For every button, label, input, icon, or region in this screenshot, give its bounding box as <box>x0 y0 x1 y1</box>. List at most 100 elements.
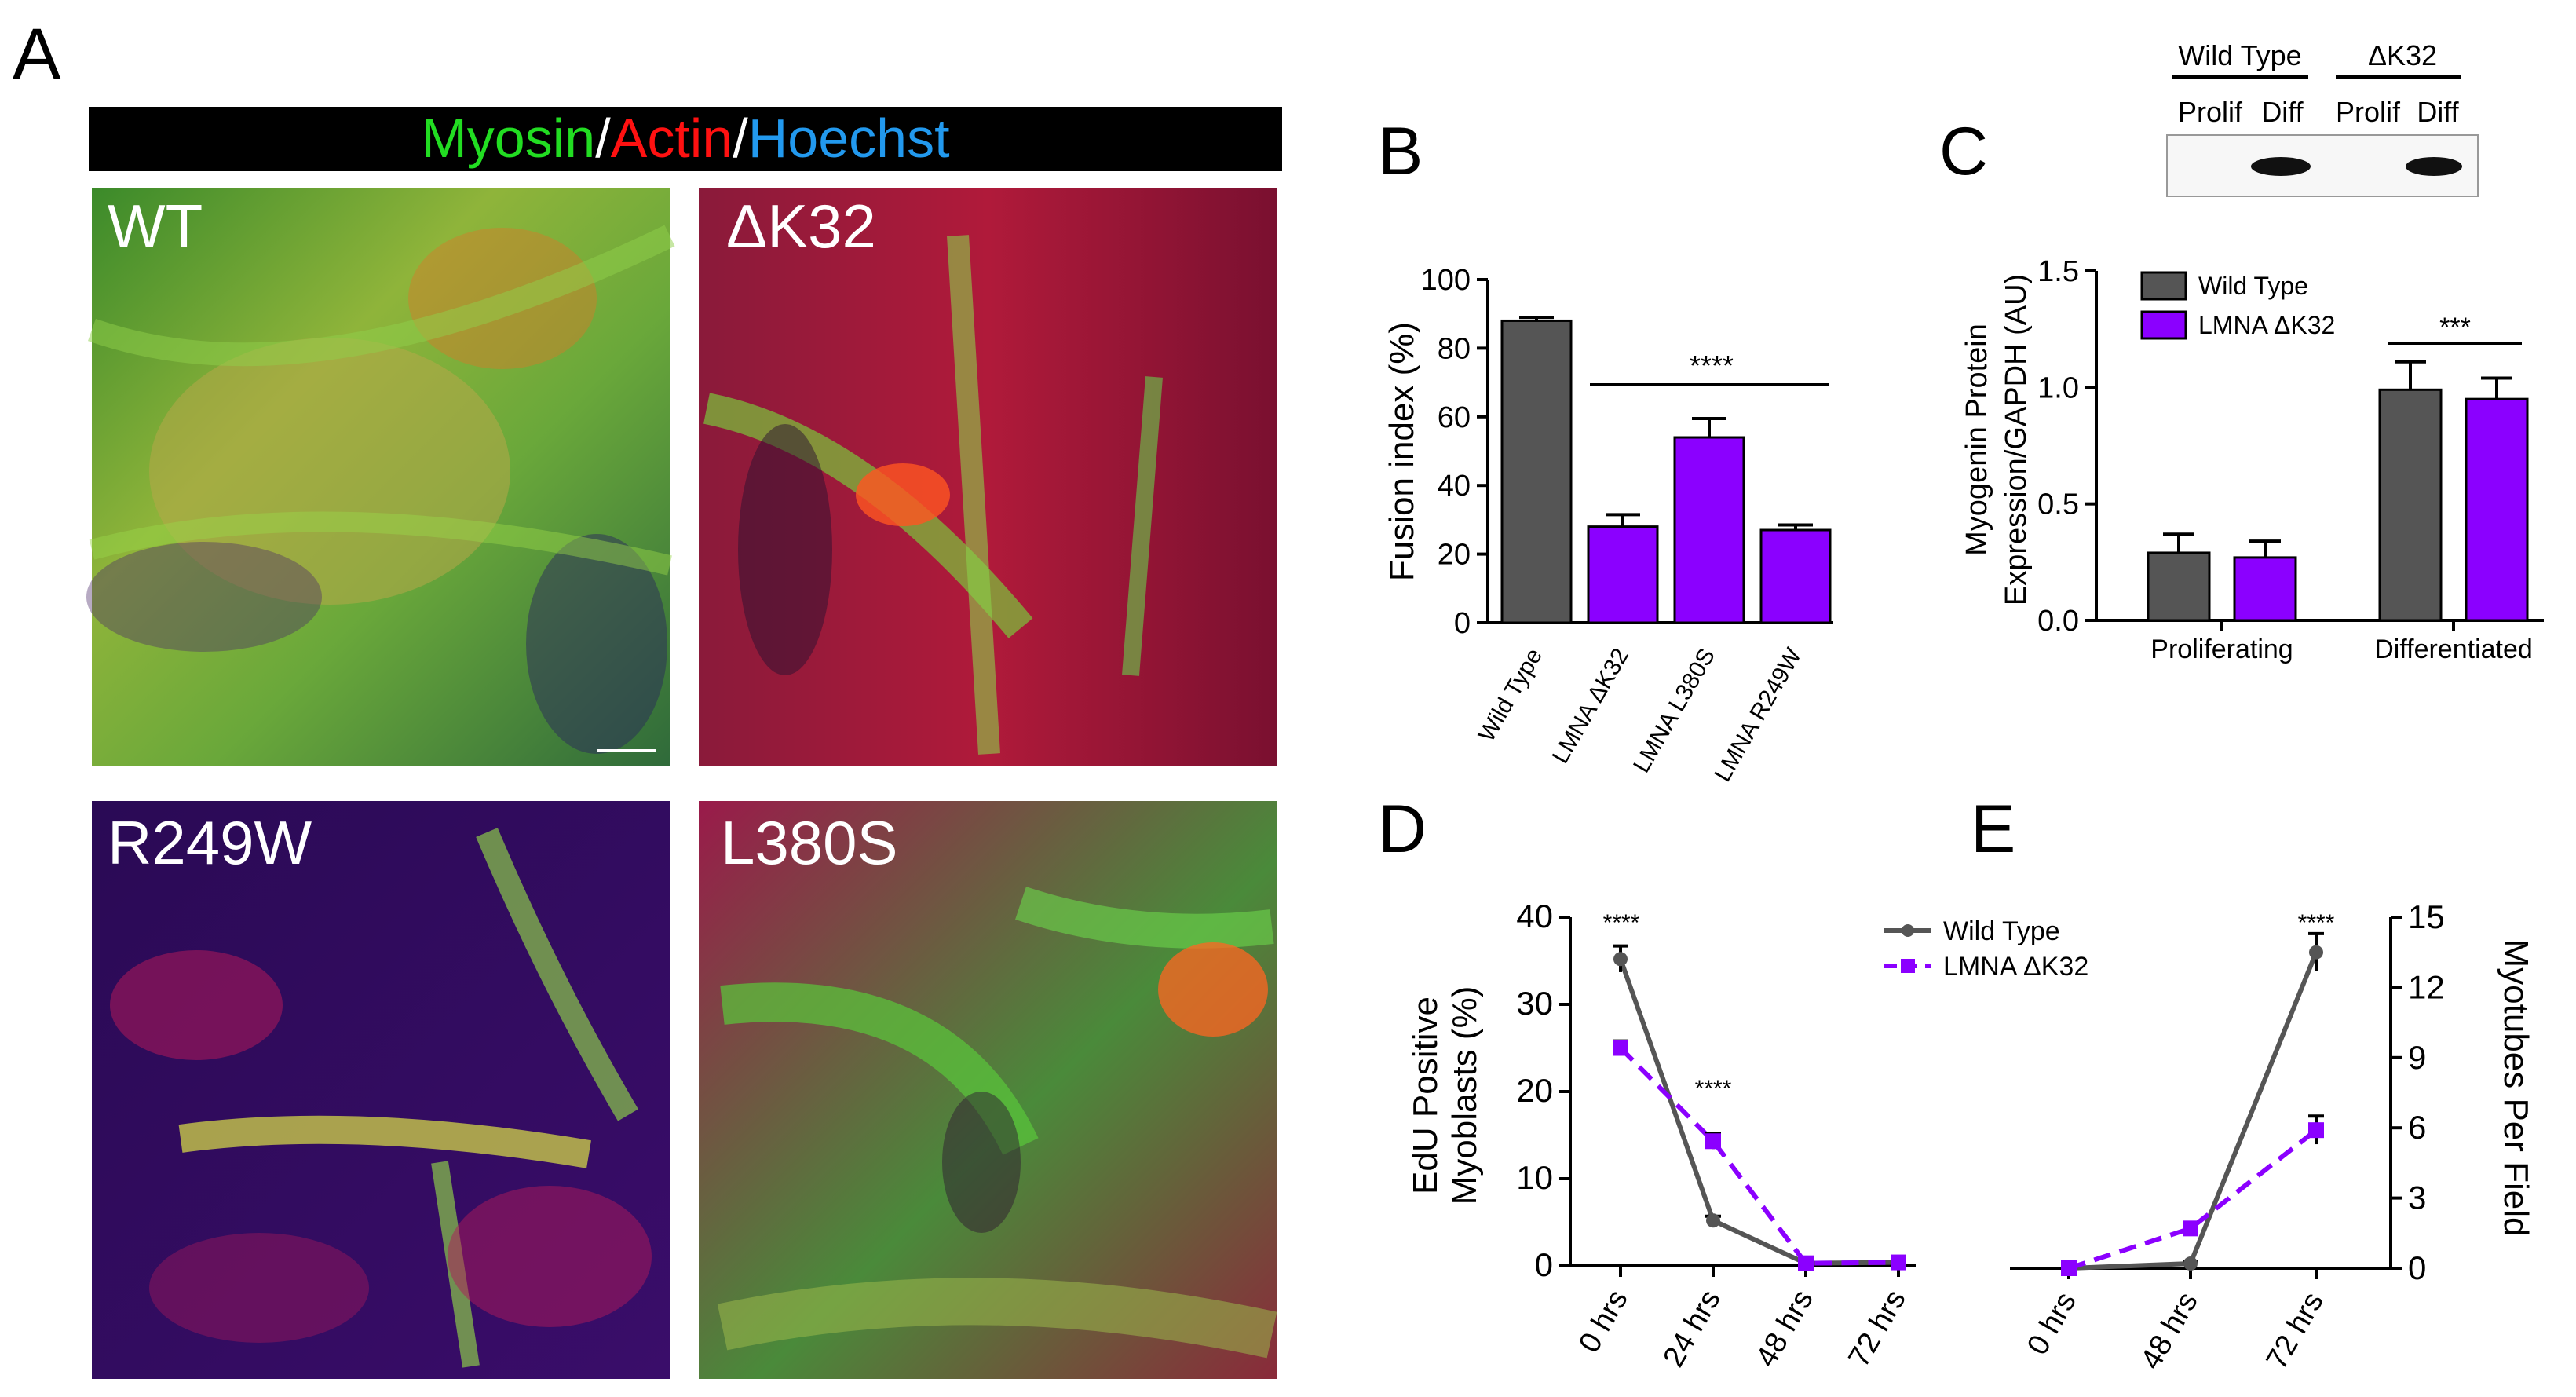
chart-c: 0.0 0.5 1.0 1.5 Proliferating Differentiated W… <box>1960 255 2544 664</box>
d-point-1-0 <box>1613 1040 1628 1056</box>
d-point-1-1 <box>1705 1133 1721 1150</box>
c-bar-0-0 <box>2147 551 2211 622</box>
blot-band-wt-diff <box>2251 157 2311 176</box>
e-point-0-2 <box>2309 945 2323 960</box>
c-bar-0-1 <box>2233 556 2297 622</box>
b-y-tick-label: 100 <box>1421 264 1471 297</box>
d-annotation-1: **** <box>1695 1076 1732 1102</box>
c-legend-swatch-0 <box>2140 271 2187 301</box>
panel-letter-b: B <box>1378 114 1423 189</box>
micrograph-dk32 <box>699 188 1277 766</box>
b-y-tick-label: 0 <box>1454 607 1471 640</box>
b-y-tick-label: 80 <box>1438 332 1471 365</box>
b-x-tick-label-3: LMNA R249W <box>1709 643 1807 786</box>
d-annotation-0: **** <box>1603 910 1640 936</box>
d-y-axis-label-1: EdU Positive <box>1406 997 1445 1194</box>
chart-d: 0 10 20 30 40 0 hrs 24 hrs 48 hrs 72 hrs Wild Typ… <box>1406 898 2088 1373</box>
e-series-line-1 <box>2068 1128 2318 1271</box>
b-y-tick-label: 40 <box>1438 470 1471 503</box>
c-x-tick-label-1: Differentiated <box>2374 635 2533 664</box>
micrograph-wt <box>86 188 675 766</box>
header-actin: Actin <box>611 108 733 169</box>
blot-group-label-k32: ΔK32 <box>2368 39 2437 71</box>
e-y-tick-label: 3 <box>2408 1179 2426 1216</box>
b-x-tick-label-0: Wild Type <box>1474 644 1547 746</box>
micrograph-label-wt: WT <box>108 192 203 261</box>
d-legend-marker-1 <box>1901 959 1915 973</box>
c-legend-label-0: Wild Type <box>2198 272 2308 300</box>
e-point-0-1 <box>2183 1256 2198 1271</box>
d-x-tick-label-3: 72 hrs <box>1843 1285 1913 1373</box>
d-y-tick-label: 0 <box>1535 1246 1553 1283</box>
e-y-axis-label: Myotubes Per Field <box>2497 938 2535 1236</box>
e-y-tick-label: 9 <box>2408 1039 2426 1076</box>
d-y-tick-label: 10 <box>1516 1159 1553 1196</box>
d-series-line-0 <box>1618 958 1899 1266</box>
header-slash-2: / <box>733 108 748 169</box>
micrograph-label-dk32: ΔK32 <box>726 192 876 261</box>
b-bar-2 <box>1673 436 1745 624</box>
d-legend-marker-0 <box>1902 924 1914 937</box>
panel-letter-e: E <box>1971 792 2015 867</box>
b-y-tick-label: 20 <box>1438 539 1471 572</box>
blot-lane-3: Prolif <box>2336 96 2401 128</box>
d-point-1-2 <box>1798 1255 1814 1271</box>
chart-e: 0 3 6 9 12 15 0 hrs 48 hrs 72 hrs Myotubes Per Fi… <box>2010 898 2535 1375</box>
panel-letter-d: D <box>1378 792 1427 867</box>
e-x-tick-label-0: 0 hrs <box>2021 1287 2083 1361</box>
c-y-tick-label: 0.0 <box>2037 605 2079 638</box>
e-annotation-0: **** <box>2298 910 2335 936</box>
d-y-tick-label: 20 <box>1516 1072 1553 1109</box>
c-significance-label: *** <box>2439 313 2471 342</box>
c-y-axis-label-1: Myogenin Protein <box>1960 324 1993 556</box>
micrograph-r249w <box>92 801 670 1379</box>
c-legend-label-1: LMNA ΔK32 <box>2198 311 2335 339</box>
c-y-tick-label: 0.5 <box>2037 488 2079 521</box>
header-slash-1: / <box>595 108 611 169</box>
c-y-tick-label: 1.5 <box>2037 255 2079 288</box>
panel-a-header: Myosin/Actin/Hoechst <box>421 108 949 169</box>
micrograph-label-r249w: R249W <box>108 808 312 877</box>
blot-lane-2: Diff <box>2261 96 2304 128</box>
d-point-0-1 <box>1706 1213 1720 1228</box>
e-y-tick-label: 0 <box>2408 1249 2426 1286</box>
c-y-axis-label-2: Expression/GAPDH (AU) <box>2000 274 2033 605</box>
d-legend-label-0: Wild Type <box>1943 916 2060 946</box>
e-point-1-1 <box>2183 1220 2198 1237</box>
e-y-tick-label: 12 <box>2408 968 2445 1005</box>
blot-group-label-wt: Wild Type <box>2178 39 2301 71</box>
d-y-tick-label: 40 <box>1516 898 1553 934</box>
d-legend-label-1: LMNA ΔK32 <box>1943 952 2088 982</box>
c-bar-1-0 <box>2378 388 2443 622</box>
b-bar-0 <box>1500 319 1573 624</box>
b-y-axis-label: Fusion index (%) <box>1383 322 1421 581</box>
d-series-line-1 <box>1618 1046 1899 1266</box>
e-x-tick-label-1: 48 hrs <box>2135 1287 2205 1375</box>
western-blot: Wild Type ΔK32 Prolif Diff Prolif Diff <box>2166 39 2479 197</box>
c-bar-1-1 <box>2465 397 2529 622</box>
d-point-0-0 <box>1613 952 1628 967</box>
e-point-1-2 <box>2308 1122 2324 1139</box>
d-point-1-3 <box>1891 1254 1906 1271</box>
d-x-tick-label-0: 0 hrs <box>1573 1285 1635 1359</box>
c-legend-swatch-1 <box>2140 310 2187 340</box>
b-bar-1 <box>1587 525 1659 624</box>
b-significance-label: **** <box>1690 349 1734 382</box>
blot-band-k32-diff <box>2406 157 2462 176</box>
blot-lane-4: Diff <box>2417 96 2459 128</box>
b-x-tick-label-1: LMNA ΔK32 <box>1547 644 1634 768</box>
micrograph-l380s <box>699 801 1277 1379</box>
micrograph-label-l380s: L380S <box>721 808 898 877</box>
e-point-1-0 <box>2061 1260 2077 1276</box>
d-x-tick-label-1: 24 hrs <box>1657 1285 1727 1373</box>
d-y-axis-label-2: Myoblasts (%) <box>1445 986 1484 1205</box>
d-y-tick-label: 30 <box>1516 985 1553 1022</box>
blot-lane-1: Prolif <box>2178 96 2243 128</box>
header-hoechst: Hoechst <box>748 108 950 169</box>
e-x-tick-label-2: 72 hrs <box>2260 1287 2330 1375</box>
c-x-tick-label-0: Proliferating <box>2150 635 2293 664</box>
panel-a-header-bar <box>89 107 1282 171</box>
panel-letter-a: A <box>13 14 61 94</box>
